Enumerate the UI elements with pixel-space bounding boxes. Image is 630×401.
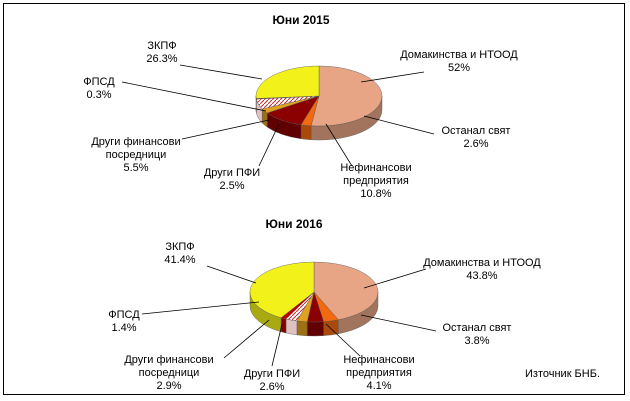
- leader-line-rest_of_world: [364, 116, 434, 134]
- pie-slices: [256, 66, 382, 126]
- slice-value: 10.8%: [360, 188, 391, 200]
- slice-value: 1.4%: [111, 322, 136, 334]
- slice-name: Останал свят: [443, 322, 512, 334]
- slice-name: Други финансови: [91, 136, 180, 148]
- leader-line-rest_of_world: [361, 315, 436, 331]
- slice-name: Нефинансови: [340, 162, 411, 174]
- slice-name: посредници: [106, 149, 167, 161]
- slice-value: 3.8%: [464, 335, 489, 347]
- slice-name: Други ПФИ: [244, 368, 300, 380]
- slice-name: предприятия: [346, 367, 412, 379]
- slice-name: Други финансови: [124, 354, 213, 366]
- slice-value: 5.5%: [123, 162, 148, 174]
- chart-title: Юни 2016: [265, 217, 322, 231]
- leader-line-households: [361, 72, 424, 82]
- slice-value: 2.5%: [219, 180, 244, 192]
- slice-name: ЗКПФ: [165, 241, 194, 253]
- pie-side-other_fin: [286, 319, 297, 335]
- slice-value: 52%: [448, 62, 470, 74]
- leader-line-fpsd: [122, 82, 266, 111]
- slice-name: посредници: [139, 367, 200, 379]
- slice-value: 2.6%: [463, 138, 488, 150]
- pie-slices: [250, 262, 378, 322]
- slice-name: ФПСД: [108, 309, 140, 321]
- slice-value: 2.9%: [156, 380, 181, 392]
- leader-line-other_fin: [224, 320, 269, 358]
- pie-side-rest_of_world: [301, 125, 311, 140]
- slice-name: Останал свят: [442, 125, 511, 137]
- chart-title: Юни 2015: [272, 13, 329, 27]
- slice-value: 43.8%: [466, 270, 497, 282]
- leader-line-zkpf: [180, 65, 262, 79]
- leader-line-households: [364, 269, 426, 288]
- pie-slice-zkpf: [256, 66, 319, 98]
- leader-line-zkpf: [207, 266, 256, 283]
- slice-value: 2.6%: [259, 381, 284, 393]
- pie-side-nonfinancial: [307, 322, 323, 336]
- slice-name: Други ПФИ: [204, 167, 260, 179]
- leader-line-fpsd: [142, 302, 259, 314]
- leader-line-other_fin: [182, 120, 269, 139]
- slice-value: 4.1%: [366, 380, 391, 392]
- leader-line-other_mfi: [259, 124, 279, 166]
- slice-value: 0.3%: [86, 89, 111, 101]
- slice-value: 26.3%: [146, 53, 177, 65]
- source-note: Източник БНБ.: [525, 368, 600, 380]
- slice-value: 41.4%: [164, 254, 195, 266]
- slice-name: Домакинства и НТООД: [423, 257, 541, 269]
- slice-name: ЗКПФ: [147, 40, 176, 52]
- slice-name: предприятия: [343, 175, 409, 187]
- slice-name: ФПСД: [83, 76, 115, 88]
- pie-side-other_mfi: [297, 321, 307, 336]
- slice-name: Нефинансови: [343, 354, 414, 366]
- slice-name: Домакинства и НТООД: [400, 49, 518, 61]
